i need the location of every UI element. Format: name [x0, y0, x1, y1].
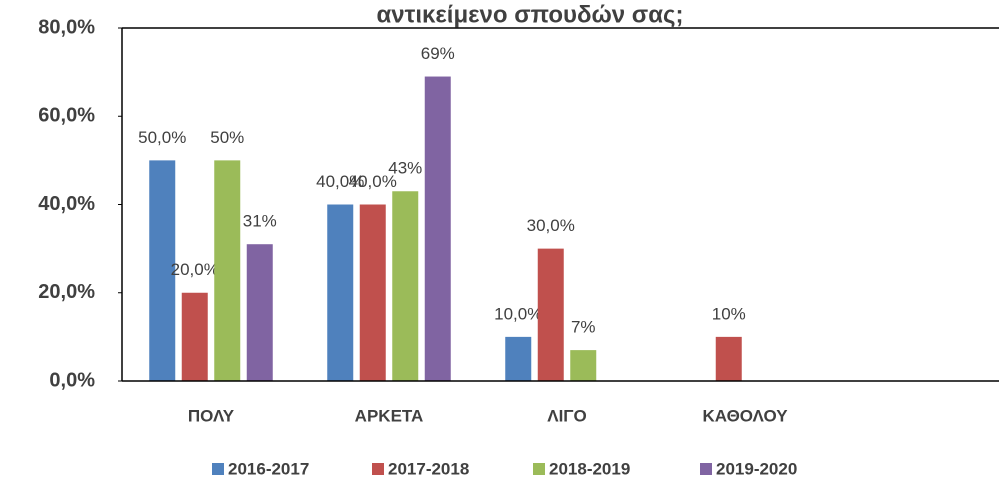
y-tick-label: 60,0% [38, 105, 95, 127]
bar [392, 191, 419, 381]
data-label: 10% [712, 304, 746, 323]
x-tick-label: ΑΡΚΕΤΑ [355, 406, 424, 425]
legend-label: 2018-2019 [549, 459, 630, 478]
y-tick-label: 40,0% [38, 193, 95, 215]
legend-label: 2016-2017 [228, 459, 309, 478]
bar [715, 336, 742, 381]
data-label: 30,0% [527, 216, 575, 235]
data-label: 7% [571, 318, 596, 337]
x-tick-label: ΛΙΓΟ [547, 406, 587, 425]
data-label: 43% [388, 159, 422, 178]
data-label: 10,0% [494, 304, 542, 323]
y-tick-label: 20,0% [38, 281, 95, 303]
bar [327, 204, 354, 381]
bar [424, 76, 451, 381]
bar [505, 336, 532, 381]
data-label: 40,0% [316, 172, 364, 191]
legend-swatch [700, 463, 712, 475]
data-label: 40,0% [349, 172, 397, 191]
legend-swatch [533, 463, 545, 475]
bar [537, 248, 564, 381]
legend-swatch [372, 463, 384, 475]
data-label: 31% [243, 212, 277, 231]
y-tick-label: 0,0% [49, 369, 95, 391]
legend-label: 2019-2020 [716, 459, 797, 478]
legend-swatch [212, 463, 224, 475]
x-tick-label: ΚΑΘΟΛΟΥ [702, 406, 788, 425]
bar [359, 204, 386, 381]
data-label: 50% [210, 128, 244, 147]
data-label: 69% [421, 44, 455, 63]
legend-label: 2017-2018 [388, 459, 469, 478]
bar [570, 350, 597, 381]
bar [181, 292, 208, 381]
x-tick-label: ΠΟΛΥ [188, 406, 235, 425]
data-label: 50,0% [138, 128, 186, 147]
bar [214, 160, 241, 381]
chart-title: αντικείμενο σπουδών σας; [377, 1, 684, 28]
bar [149, 160, 176, 381]
data-label: 20,0% [171, 260, 219, 279]
bar [246, 244, 273, 381]
y-tick-label: 80,0% [38, 16, 95, 38]
